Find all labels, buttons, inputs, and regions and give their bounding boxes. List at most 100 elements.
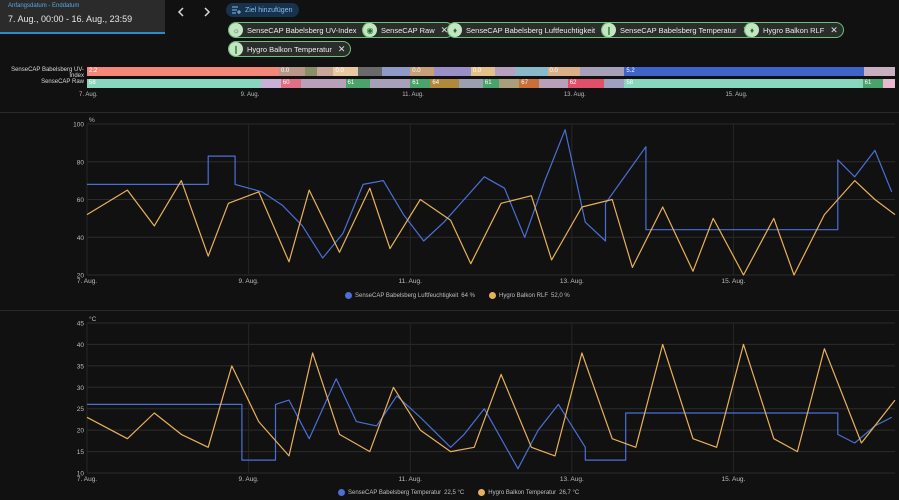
timeline-segment[interactable]: 62 — [567, 79, 605, 88]
legend-swatch — [478, 489, 486, 496]
timeline-segment[interactable]: 61 — [345, 79, 370, 88]
legend-swatch — [345, 292, 352, 299]
x-tick-label: 15. Aug. — [722, 476, 746, 483]
x-tick-label: 9. Aug. — [238, 476, 258, 483]
timeline-segment[interactable] — [882, 79, 895, 88]
timeline-segment[interactable]: 61 — [482, 79, 500, 88]
y-axis-unit: °C — [89, 315, 97, 323]
sun-icon: ☼ — [229, 23, 243, 37]
eye-icon: ◉ — [363, 23, 377, 37]
temperature-chart-legend: SenseCAP Babelsberg Temperatur 22,5 °C H… — [338, 489, 579, 496]
timeline-segment[interactable] — [305, 67, 318, 76]
timeline-row-label: SenseCAP Babelsberg UV-Index — [11, 67, 84, 79]
x-tick-label: 7. Aug. — [77, 278, 97, 285]
y-tick-label: 10 — [77, 471, 85, 478]
close-icon[interactable]: ✕ — [337, 43, 346, 54]
target-chip-humidity[interactable]: ♦ SenseCAP Babelsberg Luftfeuchtigkeit ✕ — [447, 22, 615, 38]
target-chip-label: SenseCAP Babelsberg UV-Index — [247, 25, 357, 35]
timeline-segment[interactable] — [260, 79, 281, 88]
humidity-chart[interactable]: 20 40 60 80 100% 7. Aug. 9. Aug. 11. Aug. 13. Au… — [0, 113, 899, 308]
target-chip-raw[interactable]: ◉ SenseCAP Raw ✕ — [362, 22, 455, 38]
legend-item[interactable]: Hygro Balkon Temperatur 26,7 °C — [478, 489, 579, 496]
timeline-segment[interactable]: 0.0 — [547, 67, 580, 76]
timeline-row-label: SenseCAP Raw — [41, 79, 84, 85]
y-tick-label: 30 — [77, 385, 85, 392]
timeline-row-raw[interactable]: 58 60 61 61 64 61 67 62 58 61 — [87, 79, 895, 88]
timeline-segment[interactable] — [369, 79, 411, 88]
timeline-segment[interactable] — [317, 67, 334, 76]
water-drop-icon: ♦ — [745, 23, 759, 37]
series-line — [86, 179, 896, 276]
y-axis-unit: % — [89, 117, 95, 124]
next-period-button[interactable] — [198, 3, 216, 21]
timeline-segment[interactable]: 2.2 — [87, 67, 279, 76]
legend-item[interactable]: SenseCAP Babelsberg Luftfeuchtigkeit 64 … — [345, 292, 475, 299]
target-chip-label: SenseCAP Babelsberg Luftfeuchtigkeit — [466, 25, 596, 35]
legend-item[interactable]: SenseCAP Babelsberg Temperatur 22,5 °C — [338, 489, 464, 496]
timeline-segment[interactable]: 64 — [430, 79, 459, 88]
legend-value: 64 % — [461, 292, 475, 299]
timeline-segment[interactable] — [539, 79, 568, 88]
y-tick-label: 25 — [77, 406, 85, 413]
y-tick-label: 15 — [77, 449, 85, 456]
legend-label: SenseCAP Babelsberg Temperatur — [348, 489, 442, 496]
y-tick-label: 40 — [77, 235, 85, 242]
x-tick-label: 13. Aug. — [560, 278, 584, 285]
add-target-button[interactable]: Ziel hinzufügen — [226, 3, 300, 17]
date-range-label: Anfangsdatum - Enddatum — [8, 3, 80, 9]
date-range-picker[interactable]: Anfangsdatum - Enddatum 7. Aug., 00:00 -… — [0, 0, 165, 34]
thermometer-icon: ❙ — [602, 23, 616, 37]
series-line — [87, 129, 893, 259]
timeline-segment[interactable] — [604, 79, 625, 88]
chevron-right-icon — [204, 7, 211, 17]
divider — [0, 310, 899, 311]
chevron-left-icon — [177, 7, 184, 17]
timeline-segment[interactable]: 60 — [280, 79, 302, 88]
timeline-segment[interactable]: 61 — [410, 79, 431, 88]
timeline-segment[interactable]: 0.0 — [410, 67, 435, 76]
timeline-segment[interactable]: 67 — [519, 79, 540, 88]
target-chip-balcony-temperature[interactable]: ❙ Hygro Balkon Temperatur ✕ — [228, 41, 352, 57]
divider — [0, 112, 899, 113]
timeline-segment[interactable] — [357, 67, 382, 76]
target-chip-label: Hygro Balkon RLF — [763, 25, 825, 35]
y-tick-label: 20 — [77, 273, 85, 280]
legend-label: Hygro Balkon Temperatur — [488, 489, 557, 496]
timeline-segment[interactable] — [579, 67, 625, 76]
target-chip-uv-index[interactable]: ☼ SenseCAP Babelsberg UV-Index ✕ — [228, 22, 377, 38]
timeline-segment[interactable]: 58 — [87, 79, 261, 88]
close-icon[interactable]: ✕ — [830, 24, 838, 35]
legend-value: 52,0 % — [551, 292, 570, 299]
y-tick-label: 35 — [77, 363, 85, 370]
timeline-segment[interactable] — [515, 67, 548, 76]
timeline-tick-label: 11. Aug. — [402, 92, 424, 98]
timeline-segment[interactable]: 0.0 — [470, 67, 496, 76]
timeline-segment[interactable]: 5.2 — [624, 67, 865, 76]
timeline-tick-label: 15. Aug. — [725, 92, 748, 98]
target-chip-label: SenseCAP Raw — [381, 25, 435, 35]
legend-item[interactable]: Hygro Balkon RLF 52,0 % — [488, 292, 570, 299]
add-target-label: Ziel hinzufügen — [245, 6, 293, 14]
temperature-chart[interactable]: 10 15 20 25 30 35 40 45 °C 7. Aug. 9. Aug. 11. Aug.… — [0, 311, 899, 491]
timeline-segment[interactable]: 0.0 — [278, 67, 306, 76]
timeline-segment[interactable] — [499, 79, 520, 88]
timeline-segment[interactable] — [434, 67, 471, 76]
y-tick-label: 80 — [77, 159, 85, 166]
timeline-segment[interactable] — [381, 67, 411, 76]
prev-period-button[interactable] — [172, 3, 190, 21]
timeline-segment[interactable]: 0.0 — [333, 67, 358, 76]
y-tick-label: 40 — [77, 342, 85, 349]
close-icon[interactable]: ✕ — [440, 24, 449, 35]
timeline-segment[interactable] — [458, 79, 483, 88]
timeline-tick-label: 13. Aug. — [563, 92, 586, 98]
timeline-segment[interactable]: 58 — [624, 79, 863, 88]
timeline-segment[interactable] — [495, 67, 516, 76]
timeline-segment[interactable] — [301, 79, 346, 88]
series-line — [86, 343, 896, 457]
target-chip-balcony-rlf[interactable]: ♦ Hygro Balkon RLF ✕ — [744, 22, 844, 38]
target-chip-temperature[interactable]: ❙ SenseCAP Babelsberg Temperatur ✕ — [601, 22, 757, 38]
timeline-segment[interactable] — [864, 67, 895, 76]
timeline-segment[interactable]: 61 — [862, 79, 883, 88]
timeline-row-uv-index[interactable]: 2.2 0.0 0.0 0.0 0.0 0.0 5.2 — [87, 67, 895, 76]
target-chip-label: Hygro Balkon Temperatur — [247, 44, 332, 54]
